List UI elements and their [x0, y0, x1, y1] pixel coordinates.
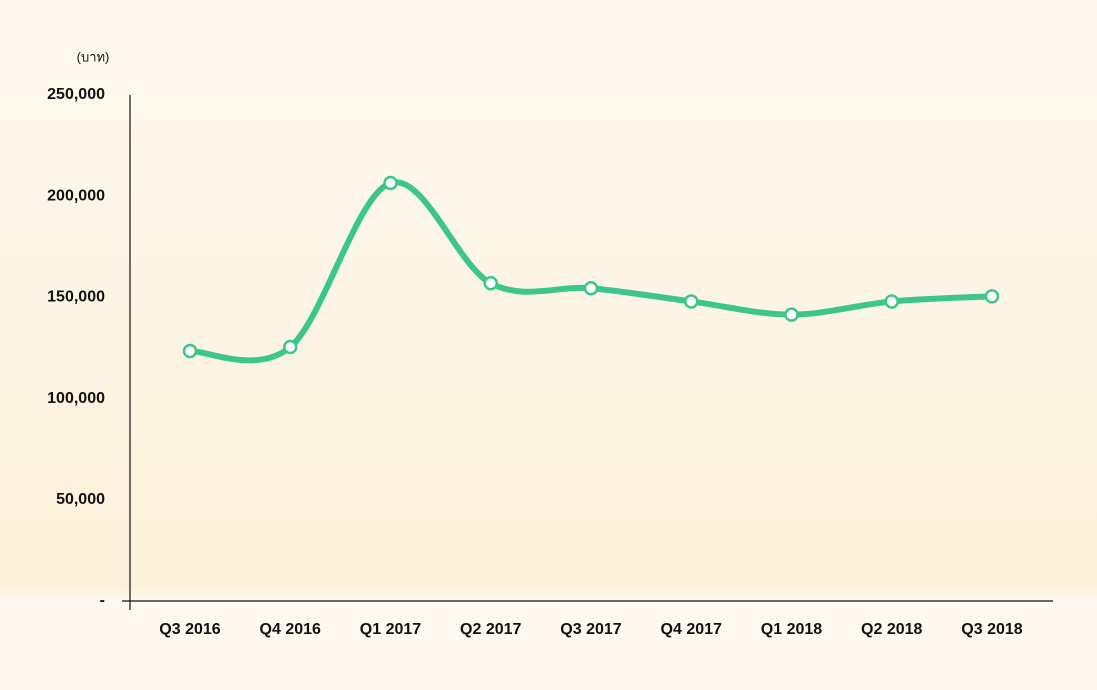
x-tick-label: Q4 2017	[661, 621, 722, 638]
unit-label: (บาท)	[77, 49, 110, 64]
x-tick-label: Q2 2017	[460, 621, 521, 638]
marker	[684, 294, 699, 309]
marker	[984, 289, 1000, 304]
x-tick-label: Q2 2018	[861, 621, 922, 638]
x-tick-label: Q4 2016	[260, 621, 321, 638]
x-tick-label: Q1 2017	[360, 621, 421, 638]
x-tick-label: Q3 2018	[961, 621, 1022, 638]
x-tick-label: Q1 2018	[761, 621, 822, 638]
y-tick-label: 50,000	[56, 491, 105, 508]
y-tick-label: 200,000	[47, 187, 105, 204]
y-tick-label: 100,000	[47, 390, 105, 407]
line	[187, 179, 995, 364]
marker	[483, 275, 498, 291]
y-tick-label: -	[100, 592, 105, 609]
y-tick-label: 250,000	[47, 86, 105, 103]
marker	[182, 343, 198, 359]
marker	[383, 175, 398, 191]
x-tick-label: Q3 2017	[560, 621, 621, 638]
marker	[784, 307, 799, 322]
marker	[884, 294, 899, 309]
y-tick-label: 150,000	[47, 289, 105, 306]
marker	[583, 281, 599, 296]
marker	[283, 339, 298, 355]
x-tick-label: Q3 2016	[159, 621, 220, 638]
